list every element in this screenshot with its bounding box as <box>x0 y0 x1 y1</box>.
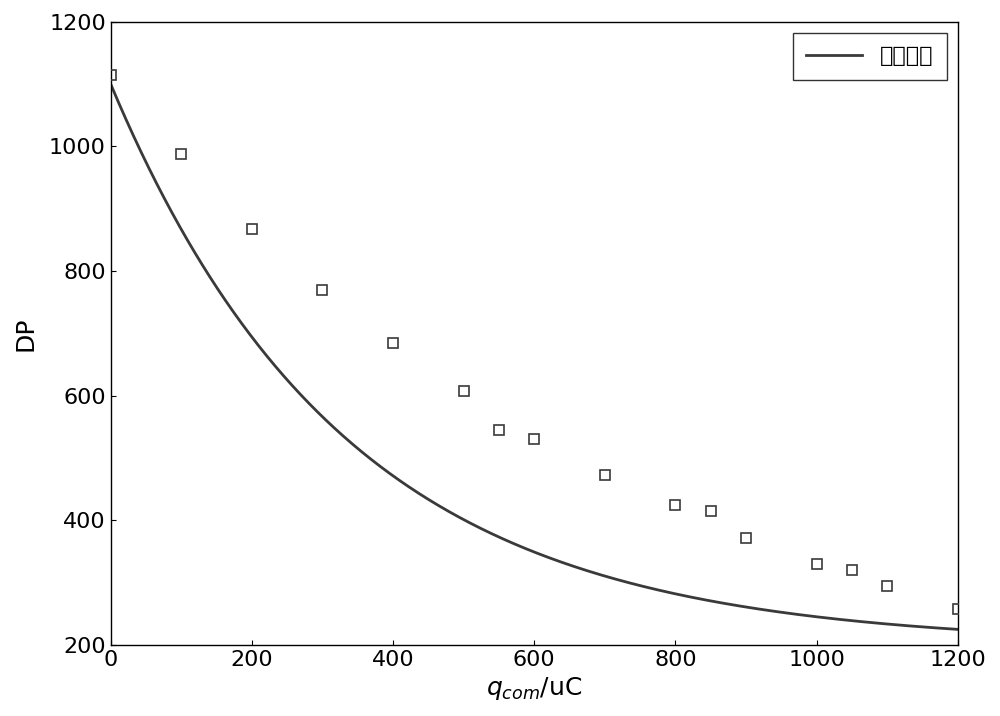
拟合曲线 <box>765 606 777 615</box>
拟合曲线 <box>447 510 459 518</box>
拟合曲线 <box>478 526 490 534</box>
Line: 拟合曲线: 拟合曲线 <box>111 84 958 629</box>
拟合曲线 <box>686 593 698 601</box>
Y-axis label: DP: DP <box>14 316 38 351</box>
拟合曲线 <box>780 609 792 617</box>
拟合曲线 <box>105 80 117 89</box>
拟合曲线 <box>952 625 964 634</box>
Legend: 拟合曲线: 拟合曲线 <box>793 33 947 79</box>
拟合曲线 <box>191 252 203 261</box>
X-axis label: $q_{com}$/uC: $q_{com}$/uC <box>486 675 582 702</box>
